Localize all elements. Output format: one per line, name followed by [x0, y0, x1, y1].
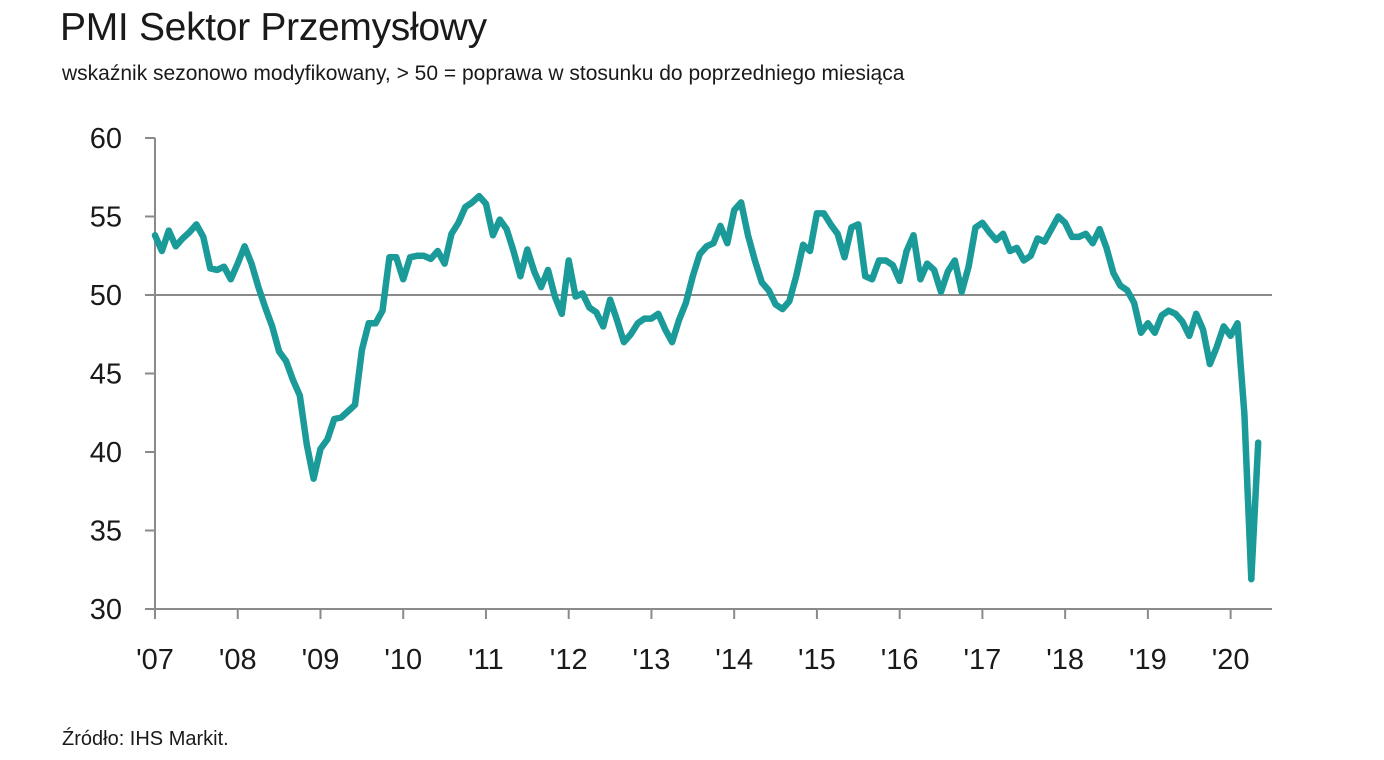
chart-subtitle: wskaźnik sezonowo modyfikowany, > 50 = p… — [62, 62, 905, 85]
x-tick-label: '09 — [302, 644, 340, 676]
y-tick-label: 30 — [90, 594, 122, 626]
x-tick-label: '17 — [964, 644, 1002, 676]
x-tick-label: '19 — [1129, 644, 1167, 676]
x-tick-label: '14 — [715, 644, 753, 676]
y-tick-label: 50 — [90, 280, 122, 312]
y-tick-label: 60 — [90, 123, 122, 155]
x-tick-label: '16 — [881, 644, 919, 676]
x-tick-label: '07 — [136, 644, 174, 676]
y-axis-labels: 30 35 40 45 50 55 60 — [90, 123, 122, 626]
x-tick-label: '11 — [468, 644, 504, 676]
x-tick-label: '10 — [384, 644, 422, 676]
source-note: Źródło: IHS Markit. — [62, 728, 229, 750]
x-tick-label: '15 — [798, 644, 836, 676]
x-tick-label: '13 — [633, 644, 671, 676]
x-tick-label: '18 — [1046, 644, 1084, 676]
x-tick-label: '08 — [219, 644, 257, 676]
series-line-pmi — [151, 192, 1262, 583]
chart-title: PMI Sektor Przemysłowy — [60, 6, 487, 49]
y-tick-label: 40 — [90, 437, 122, 469]
x-axis-labels: '07 '08 '09 '10 '11 '12 '13 '14 '15 '16 '17 '18 '19 '… — [136, 644, 1249, 676]
chart-axes — [145, 137, 1272, 619]
y-tick-label: 45 — [90, 359, 122, 391]
y-tick-label: 35 — [90, 516, 122, 548]
x-tick-label: '20 — [1212, 644, 1250, 676]
y-tick-label: 55 — [90, 202, 122, 234]
x-tick-label: '12 — [550, 644, 588, 676]
series-group — [151, 192, 1262, 583]
